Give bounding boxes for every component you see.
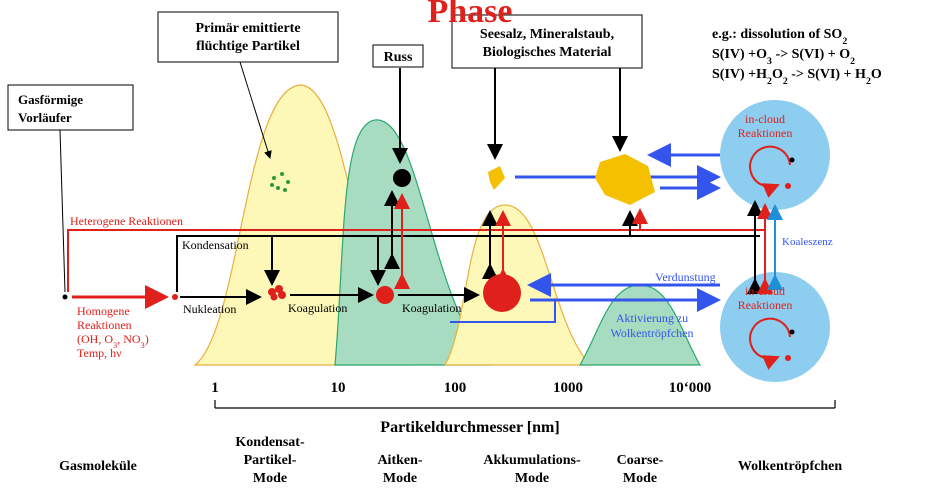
axis-tick-label: 10‘000 — [669, 380, 712, 396]
homogeneous-label: Temp, hν — [77, 346, 122, 360]
segment: O — [871, 67, 882, 82]
segment: 2 — [767, 76, 772, 87]
segment: 3 — [113, 341, 117, 350]
process-label: Koaleszenz — [782, 236, 833, 248]
process-label: Kondensation — [182, 238, 249, 252]
segment: 2 — [866, 76, 871, 87]
mode-label: Mode — [515, 471, 549, 486]
segment: Temp, hν — [77, 346, 122, 360]
segment: S(IV) +H — [712, 67, 767, 82]
axis-tick-label: 1 — [211, 380, 219, 396]
boxes — [7, 11, 643, 131]
mode-label: Mode — [623, 471, 657, 486]
mode-label: Coarse- — [617, 453, 664, 468]
particles — [62, 154, 655, 312]
segment: Reaktionen — [77, 318, 132, 332]
process-label: Aktivierung zu — [616, 311, 688, 325]
process-label: Heterogene Reaktionen — [70, 214, 183, 228]
arrows — [59, 61, 783, 323]
title: Phase — [428, 0, 513, 30]
segment: Homogene — [77, 304, 130, 318]
segment: 2 — [842, 36, 847, 47]
segment: 2 — [783, 76, 788, 87]
homogeneous-label: Reaktionen — [77, 318, 132, 332]
process-label: Koagulation — [288, 301, 347, 315]
mode-label: Gasmoleküle — [59, 459, 137, 474]
axis-label: Partikeldurchmesser [nm] — [380, 419, 559, 436]
in-cloud-circles — [720, 100, 830, 382]
segment: 3 — [141, 341, 145, 350]
equation: S(IV) +H2O2 -> S(VI) + H2O — [712, 67, 882, 87]
mode-label: Partikel- — [244, 453, 297, 468]
mode-label: Kondensat- — [235, 435, 305, 450]
in-cloud-label: Reaktionen — [738, 126, 793, 140]
segment: e.g.: dissolution of SO — [712, 27, 842, 42]
segment: 2 — [850, 56, 855, 67]
equation: S(IV) +O3 -> S(VI) + O2 — [712, 47, 855, 67]
process-label: Verdunstung — [655, 270, 716, 284]
box-label: Gasförmige — [18, 92, 83, 107]
mode-label: Mode — [253, 471, 287, 486]
axis-tick-label: 100 — [444, 380, 467, 396]
mode-label: Wolkentröpfchen — [738, 459, 842, 474]
in-cloud-label: Reaktionen — [738, 298, 793, 312]
segment: O — [772, 67, 783, 82]
segment: , NO — [117, 332, 141, 346]
segment: (OH, O — [77, 332, 113, 346]
segment: -> S(VI) + O — [772, 47, 850, 62]
segment: 3 — [767, 56, 772, 67]
in-cloud-label: in-cloud — [745, 112, 785, 126]
segment: ) — [145, 332, 149, 346]
homogeneous-label: (OH, O3, NO3) — [77, 332, 149, 350]
box-label: Biologisches Material — [483, 45, 612, 60]
process-label: Wolkentröpfchen — [610, 326, 693, 340]
segment: S(IV) +O — [712, 47, 767, 62]
segment: -> S(VI) + H — [788, 67, 866, 82]
process-label: Koagulation — [402, 301, 461, 315]
in-cloud-label: in-cloud — [745, 284, 785, 298]
mode-label: Aitken- — [377, 453, 422, 468]
axis-tick-label: 10 — [331, 380, 346, 396]
box-label: Vorläufer — [18, 110, 72, 125]
box-label: Primär emittierte — [195, 21, 300, 36]
axis-tick-label: 1000 — [553, 380, 583, 396]
chem-heading: e.g.: dissolution of SO2 — [712, 27, 847, 47]
box-label: Russ — [384, 50, 413, 65]
mode-label: Mode — [383, 471, 417, 486]
axis — [214, 400, 836, 409]
box-label: flüchtige Partikel — [196, 39, 300, 54]
mode-label: Akkumulations- — [483, 453, 581, 468]
process-label: Nukleation — [183, 302, 236, 316]
texts: Phase Primär emittierte flüchtige Partikel… — [18, 0, 882, 486]
homogeneous-label: Homogene — [77, 304, 130, 318]
box-label: Seesalz, Mineralstaub, — [480, 27, 614, 42]
